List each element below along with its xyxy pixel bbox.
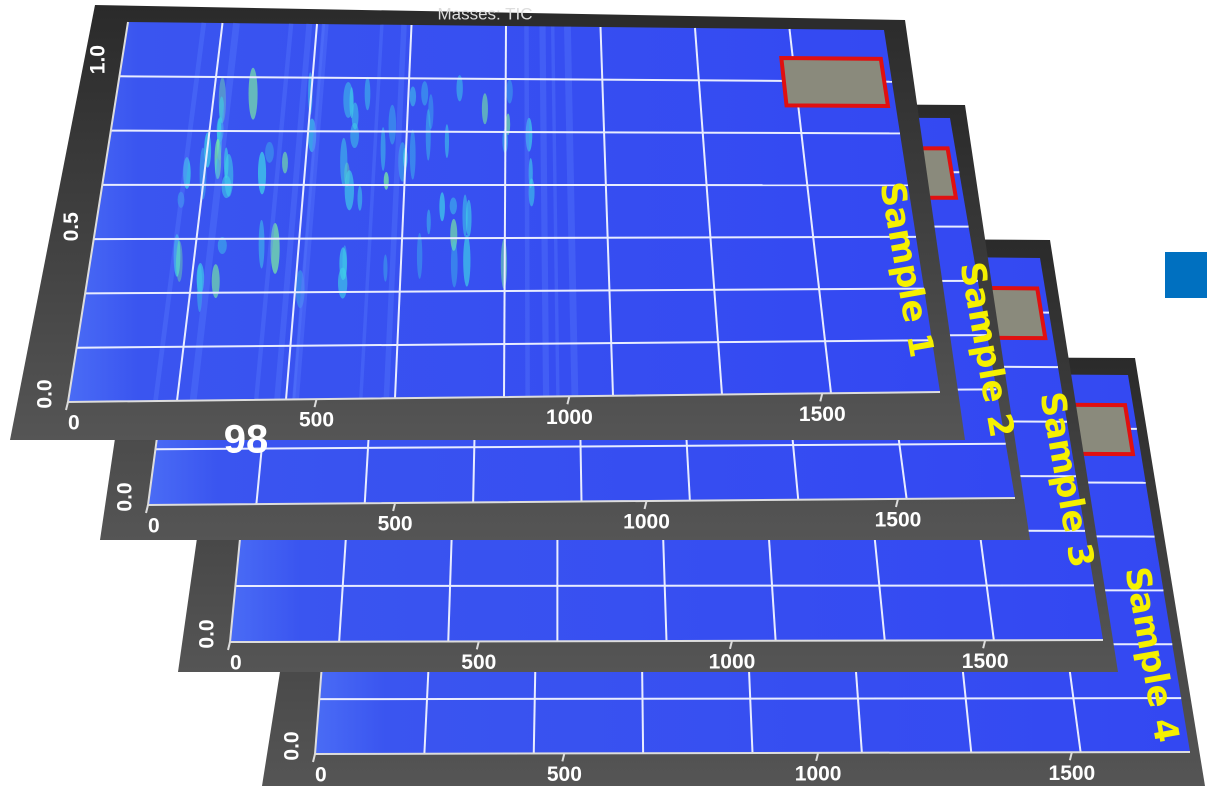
signal-streak: [265, 142, 274, 163]
signal-streak: [427, 209, 431, 234]
grid-line: [235, 585, 1094, 586]
plot-title: Masses: TIC: [437, 4, 532, 23]
x-tick-label: 500: [461, 651, 496, 674]
blue-square: [1165, 252, 1207, 298]
signal-streak: [506, 80, 512, 104]
x-tick-label: 1500: [799, 403, 846, 426]
trace-band: [543, 26, 547, 396]
x-tick-label: 500: [299, 409, 334, 432]
signal-streak: [463, 235, 470, 287]
y-tick-label: 0.0: [114, 482, 137, 511]
signal-streak: [358, 186, 363, 211]
signal-streak: [342, 245, 347, 279]
signal-streak: [365, 77, 371, 111]
x-tick-label: 1500: [962, 650, 1009, 673]
x-tick-label: 1500: [875, 508, 922, 531]
signal-streak: [417, 233, 422, 279]
signal-streak: [384, 172, 389, 190]
overlay-number: 98: [224, 418, 269, 462]
x-tick-label: 0: [230, 652, 242, 675]
signal-streak: [259, 220, 265, 269]
signal-streak: [383, 255, 387, 282]
x-tick-label: 500: [378, 513, 413, 536]
signal-streak: [462, 195, 467, 237]
y-tick-label: 0.0: [196, 619, 219, 648]
signal-streak: [350, 123, 359, 148]
y-tick-label: 1.0: [86, 45, 109, 74]
y-tick-label: 0.0: [281, 731, 304, 760]
page: 0500100015000.0Sample 40500100015000.0Sa…: [0, 0, 1207, 789]
x-tick-label: 0: [148, 515, 160, 538]
x-tick-label: 1000: [795, 762, 842, 785]
signal-streak: [410, 129, 416, 179]
y-tick-label: 0.0: [34, 379, 57, 408]
x-tick-label: 0: [68, 412, 80, 435]
x-tick-label: 1500: [1049, 762, 1096, 785]
signal-streak: [381, 127, 386, 171]
x-tick-label: 1000: [546, 406, 593, 429]
x-tick-label: 0: [315, 764, 327, 787]
signal-streak: [410, 86, 416, 106]
signal-streak: [450, 198, 457, 215]
figure: 0500100015000.0Sample 40500100015000.0Sa…: [0, 0, 1207, 789]
signal-streak: [482, 93, 488, 124]
signal-streak: [282, 152, 288, 174]
selection-box: [781, 58, 888, 106]
grid-line: [319, 698, 1181, 699]
signal-streak: [258, 152, 266, 195]
signal-streak: [439, 192, 445, 221]
signal-streak: [389, 105, 397, 145]
signal-streak: [421, 81, 428, 105]
signal-streak: [428, 94, 433, 129]
trace-band: [526, 26, 527, 397]
signal-streak: [343, 82, 353, 118]
signal-streak: [249, 68, 258, 120]
x-tick-label: 1000: [623, 511, 670, 534]
signal-streak: [451, 240, 458, 287]
x-tick-label: 500: [547, 763, 582, 786]
signal-streak: [529, 178, 535, 206]
y-tick-label: 0.5: [60, 212, 83, 242]
signal-streak: [345, 170, 354, 210]
x-tick-label: 1000: [709, 650, 756, 673]
signal-streak: [445, 124, 449, 158]
